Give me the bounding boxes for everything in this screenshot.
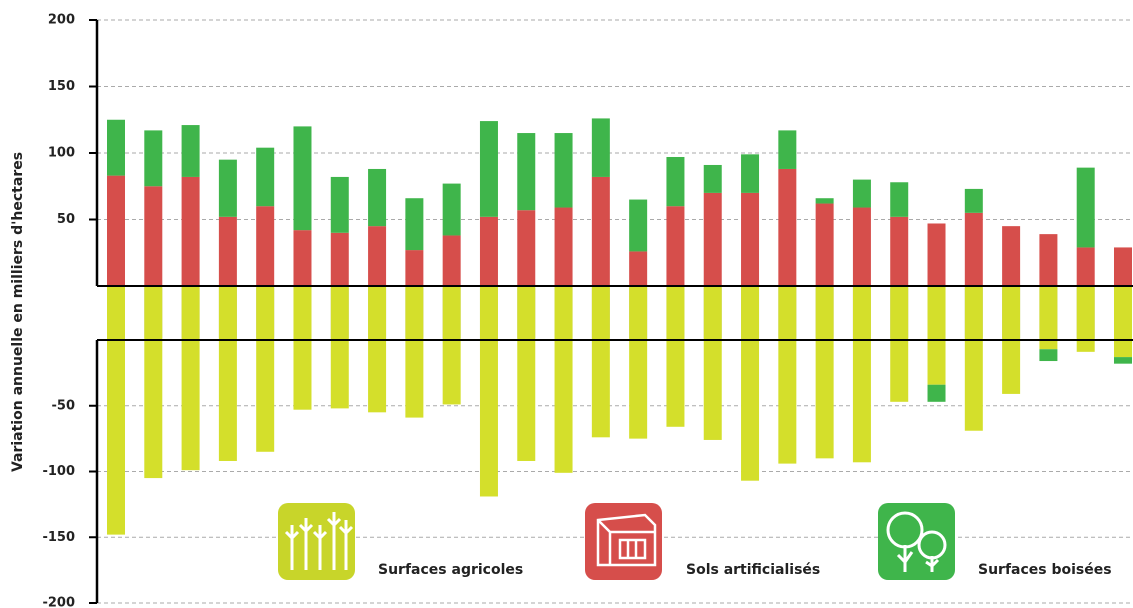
bar	[218, 159, 237, 217]
bar	[1114, 286, 1132, 358]
bar	[1039, 286, 1058, 350]
bar	[479, 216, 498, 286]
bar	[181, 176, 200, 286]
bar	[293, 286, 312, 410]
bar	[778, 286, 797, 464]
bar	[778, 130, 797, 169]
bar	[890, 216, 909, 286]
bar	[666, 206, 685, 286]
bar	[368, 168, 387, 227]
bar	[852, 286, 871, 463]
bar	[591, 176, 610, 286]
bar	[405, 286, 424, 418]
bar	[815, 286, 834, 459]
y-tick-label: -50	[52, 398, 76, 413]
bar	[293, 126, 312, 231]
bar	[107, 286, 125, 535]
bar	[741, 192, 760, 286]
bar	[517, 286, 536, 461]
icon-agri	[278, 503, 355, 580]
bar	[1002, 226, 1021, 286]
bar	[703, 164, 722, 193]
bar	[405, 198, 424, 251]
bar	[554, 133, 573, 208]
bar	[927, 286, 946, 385]
bar	[964, 212, 983, 286]
bar	[1039, 349, 1058, 362]
bar	[293, 230, 312, 286]
y-axis-label: Variation annuelle en milliers d'hectare…	[10, 152, 26, 472]
bar	[741, 154, 760, 193]
plot: -200-150-100-505010015020089-9090-9191-9…	[42, 13, 1133, 608]
bar	[815, 203, 834, 286]
bar	[107, 175, 125, 286]
bar	[256, 286, 275, 452]
bar	[964, 188, 983, 213]
bar	[256, 147, 275, 207]
bar	[666, 156, 685, 207]
bar	[442, 286, 461, 405]
bar	[629, 199, 648, 252]
bar	[703, 192, 722, 286]
bar	[852, 207, 871, 286]
bar	[442, 235, 461, 286]
bar	[442, 183, 461, 236]
bar	[479, 121, 498, 217]
bar	[1114, 357, 1132, 364]
bar	[554, 207, 573, 286]
y-tick-label: 200	[48, 13, 75, 28]
bar	[890, 286, 909, 402]
y-tick-label: 50	[57, 212, 75, 227]
icon-artificial	[585, 503, 662, 580]
bar	[517, 210, 536, 286]
bar	[778, 168, 797, 286]
bar	[181, 125, 200, 177]
bar	[330, 232, 349, 286]
bar	[218, 286, 237, 461]
bar	[368, 286, 387, 413]
bar	[330, 286, 349, 409]
bar	[741, 286, 760, 481]
bar	[368, 226, 387, 286]
bar	[591, 118, 610, 177]
bar	[1076, 286, 1095, 352]
bar	[1076, 247, 1095, 286]
bar	[256, 206, 275, 286]
y-tick-label: -150	[42, 530, 75, 545]
bar	[927, 223, 946, 286]
legend-icons: Surfaces agricoles Sols artificialisés S…	[278, 503, 1112, 580]
y-tick-label: -100	[42, 464, 75, 479]
bar	[107, 119, 125, 176]
bar	[629, 251, 648, 286]
bar	[1076, 167, 1095, 248]
bar	[591, 286, 610, 438]
y-tick-label: -200	[42, 596, 75, 608]
bar	[554, 286, 573, 473]
bar	[1039, 234, 1058, 286]
bar	[927, 384, 946, 402]
bar	[666, 286, 685, 427]
bar	[703, 286, 722, 440]
bar	[629, 286, 648, 439]
legend-label: Surfaces boisées	[978, 562, 1112, 578]
bar	[330, 176, 349, 233]
bar	[144, 286, 163, 479]
bar	[890, 182, 909, 217]
bar	[181, 286, 200, 471]
bar	[479, 286, 498, 497]
bar	[144, 130, 163, 187]
bar	[964, 286, 983, 431]
y-tick-label: 150	[48, 79, 75, 94]
legend-label: Sols artificialisés	[686, 562, 820, 578]
bar	[852, 179, 871, 208]
bar	[815, 198, 834, 204]
bar	[144, 186, 163, 286]
y-tick-label: 100	[48, 146, 75, 161]
bar	[405, 250, 424, 286]
bar	[218, 216, 237, 286]
bar	[1114, 247, 1132, 286]
bar	[517, 133, 536, 211]
legend-label: Surfaces agricoles	[378, 562, 523, 578]
